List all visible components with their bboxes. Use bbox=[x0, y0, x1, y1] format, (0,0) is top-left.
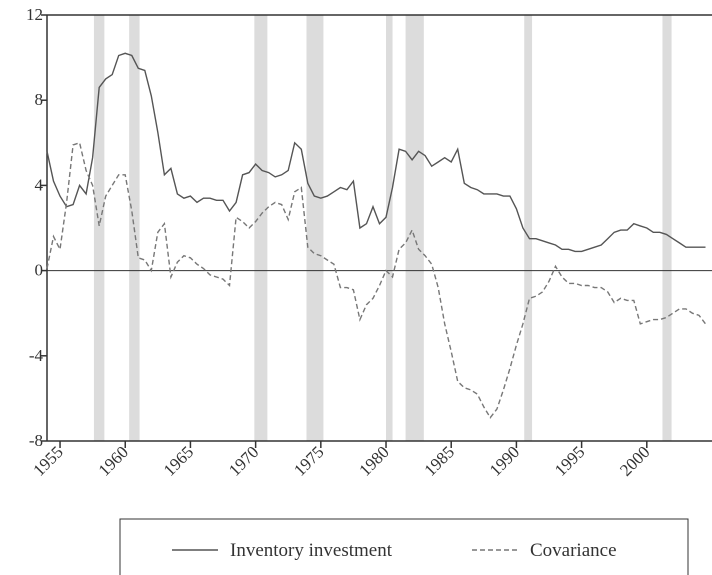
y-tick-label: -4 bbox=[29, 346, 44, 365]
recession-band bbox=[254, 15, 268, 441]
legend-label: Covariance bbox=[530, 540, 617, 561]
x-tick-label: 1980 bbox=[355, 442, 392, 479]
recession-band bbox=[405, 15, 424, 441]
x-tick-label: 1960 bbox=[95, 442, 132, 479]
x-tick-label: 1965 bbox=[160, 442, 197, 479]
y-tick-label: 12 bbox=[26, 5, 43, 24]
series-line bbox=[46, 141, 707, 419]
x-tick-label: 1975 bbox=[290, 442, 327, 479]
x-tick-label: 1985 bbox=[421, 442, 458, 479]
y-tick-label: 0 bbox=[35, 261, 44, 280]
y-tick-label: -8 bbox=[29, 431, 43, 450]
recession-band bbox=[306, 15, 324, 441]
x-tick-label: 1990 bbox=[486, 442, 523, 479]
series-line bbox=[46, 52, 706, 253]
x-tick-label: 2000 bbox=[616, 442, 653, 479]
recession-band bbox=[386, 15, 393, 441]
recession-band bbox=[93, 15, 105, 441]
y-tick-label: 4 bbox=[35, 175, 44, 194]
legend-label: Inventory investment bbox=[230, 540, 393, 561]
x-tick-label: 1970 bbox=[225, 442, 262, 479]
recession-band bbox=[524, 15, 533, 441]
y-tick-label: 8 bbox=[35, 90, 44, 109]
x-tick-label: 1995 bbox=[551, 442, 588, 479]
recession-band bbox=[662, 15, 672, 441]
legend-box bbox=[119, 518, 689, 575]
